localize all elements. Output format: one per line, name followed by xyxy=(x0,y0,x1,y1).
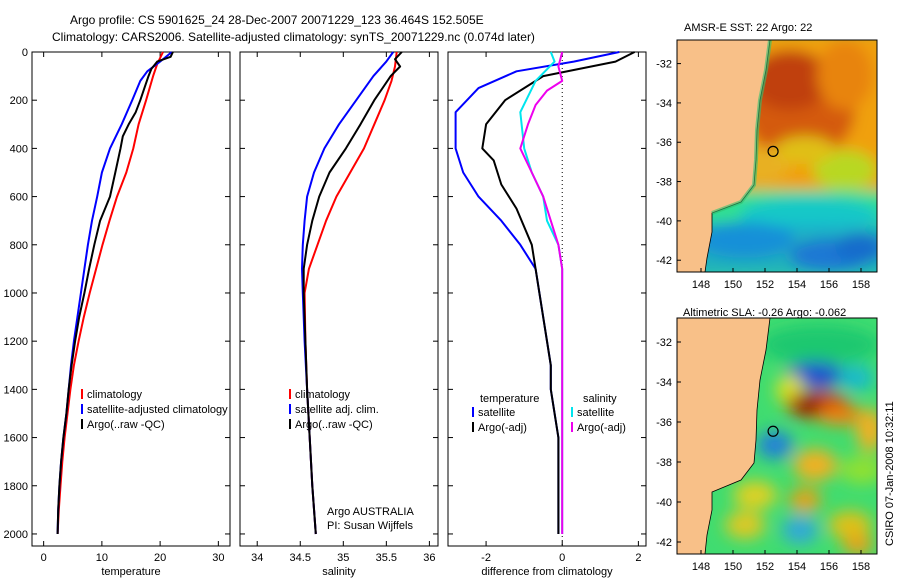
difference-series-line xyxy=(519,51,564,534)
map-x-tick-label: 156 xyxy=(820,561,838,573)
map-x-tick-label: 156 xyxy=(820,279,838,291)
map-y-tick-label: -32 xyxy=(656,59,672,71)
legend-label: climatology xyxy=(87,389,143,401)
difference-series-line xyxy=(454,51,620,534)
temperature-frame xyxy=(31,51,231,547)
legend-column-title: temperature xyxy=(480,393,539,405)
y-tick-label: 800 xyxy=(10,240,28,252)
y-tick-label: 1400 xyxy=(4,384,28,396)
map-y-tick-label: -36 xyxy=(656,417,672,429)
y-tick-label: 200 xyxy=(10,95,28,107)
x-tick-label: -2 xyxy=(481,552,491,564)
y-tick-label: 1800 xyxy=(4,481,28,493)
map-y-tick-label: -34 xyxy=(656,377,672,389)
salinity-panel: 34 34.5 35 35.5 36 salinity climatology satelli… xyxy=(239,51,439,578)
salinity-series-line xyxy=(301,51,395,535)
map-y-tick-label: -34 xyxy=(656,98,672,110)
map-y-tick-label: -42 xyxy=(656,255,672,267)
sst-map-axes: 148 150 152 154 156 158 -32 -34 -36 -38 -40 -42 xyxy=(656,59,870,291)
map-y-tick-label: -38 xyxy=(656,457,672,469)
difference-xlabel: difference from climatology xyxy=(481,566,613,578)
map-y-tick-label: -36 xyxy=(656,137,672,149)
credit-annotation: PI: Susan Wijffels xyxy=(327,520,413,532)
map-y-tick-label: -40 xyxy=(656,216,672,228)
x-tick-label: 0 xyxy=(41,552,47,564)
difference-series-line xyxy=(481,51,636,534)
salinity-xlabel: salinity xyxy=(322,566,356,578)
x-tick-label: 0 xyxy=(559,552,565,564)
temperature-series-line xyxy=(56,51,164,535)
x-tick-label: 34 xyxy=(251,552,263,564)
sst-map-title: AMSR-E SST: 22 Argo: 22 xyxy=(684,22,812,34)
sla-map-title: Altimetric SLA: -0.26 Argo: -0.062 xyxy=(683,307,846,319)
legend-label: Argo(-adj) xyxy=(478,422,527,434)
legend-label: Argo(..raw -QC) xyxy=(87,419,165,431)
legend-label: satellite-adjusted climatology xyxy=(87,404,228,416)
y-tick-label: 1600 xyxy=(4,433,28,445)
sla-map-frame xyxy=(676,317,878,555)
x-tick-label: 20 xyxy=(154,552,166,564)
map-x-tick-label: 148 xyxy=(692,279,710,291)
sla-argo-marker xyxy=(767,425,779,437)
y-tick-label: 0 xyxy=(22,47,28,59)
salinity-frame xyxy=(239,51,439,547)
legend-label: satellite xyxy=(577,407,614,419)
profile-panels: 0 10 20 30temperature0200400600800100012001… xyxy=(4,47,647,578)
sst-argo-marker xyxy=(767,145,779,157)
map-x-tick-label: 152 xyxy=(756,561,774,573)
sla-map-panel: Altimetric SLA: -0.26 Argo: -0.062 xyxy=(656,307,878,573)
sla-field xyxy=(725,325,877,554)
y-tick-label: 600 xyxy=(10,192,28,204)
difference-series-line xyxy=(519,51,564,534)
legend-label: climatology xyxy=(295,389,351,401)
x-tick-label: 35 xyxy=(337,552,349,564)
x-tick-label: 30 xyxy=(212,552,224,564)
map-x-tick-label: 158 xyxy=(852,561,870,573)
y-tick-label: 1000 xyxy=(4,288,28,300)
x-tick-label: 35.5 xyxy=(376,552,397,564)
side-timestamp-label: CSIRO 07-Jan-2008 10:32:11 xyxy=(884,401,896,546)
map-x-tick-label: 152 xyxy=(756,279,774,291)
salinity-series-line xyxy=(303,51,398,535)
y-tick-label: 2000 xyxy=(4,529,28,541)
sst-map-panel: AMSR-E SST: 22 Argo: 22 xyxy=(656,22,878,291)
map-x-tick-label: 154 xyxy=(788,561,806,573)
map-x-tick-label: 150 xyxy=(724,561,742,573)
legend-label: satellite adj. clim. xyxy=(295,404,379,416)
legend-label: Argo(-adj) xyxy=(577,422,626,434)
legend-label: Argo(..raw -QC) xyxy=(295,419,373,431)
map-x-tick-label: 158 xyxy=(852,279,870,291)
temperature-xlabel: temperature xyxy=(101,566,160,578)
map-y-tick-label: -42 xyxy=(656,537,672,549)
difference-frame xyxy=(447,51,647,547)
sla-land-mask xyxy=(677,318,771,554)
map-x-tick-label: 148 xyxy=(692,561,710,573)
sst-field xyxy=(690,40,877,272)
x-tick-label: 10 xyxy=(96,552,108,564)
temperature-series-line xyxy=(56,51,173,535)
map-y-tick-label: -38 xyxy=(656,177,672,189)
x-tick-label: 2 xyxy=(635,552,641,564)
sla-map-axes: 148 150 152 154 156 158 -32 -34 -36 -38 -40 -42 xyxy=(656,337,870,573)
x-tick-label: 34.5 xyxy=(290,552,311,564)
credit-annotation: Argo AUSTRALIA xyxy=(327,506,414,518)
legend-label: satellite xyxy=(478,407,515,419)
map-y-tick-label: -32 xyxy=(656,337,672,349)
temperature-series-line xyxy=(56,51,174,535)
y-tick-label: 1200 xyxy=(4,336,28,348)
map-x-tick-label: 150 xyxy=(724,279,742,291)
difference-panel: -2 0 2 difference from climatology temperatu… xyxy=(447,51,647,578)
legend-column-title: salinity xyxy=(583,393,617,405)
header-line1: Argo profile: CS 5901625_24 28-Dec-2007 … xyxy=(70,13,484,27)
x-tick-label: 36 xyxy=(423,552,435,564)
sst-map-frame xyxy=(676,39,878,273)
header-line2: Climatology: CARS2006. Satellite-adjuste… xyxy=(52,30,535,44)
y-tick-label: 400 xyxy=(10,143,28,155)
salinity-series-line xyxy=(302,51,403,535)
temperature-panel: 0 10 20 30 temperature 0 200 400 600 800 1000 1200 1… xyxy=(4,47,231,578)
map-y-tick-label: -40 xyxy=(656,497,672,509)
map-x-tick-label: 154 xyxy=(788,279,806,291)
